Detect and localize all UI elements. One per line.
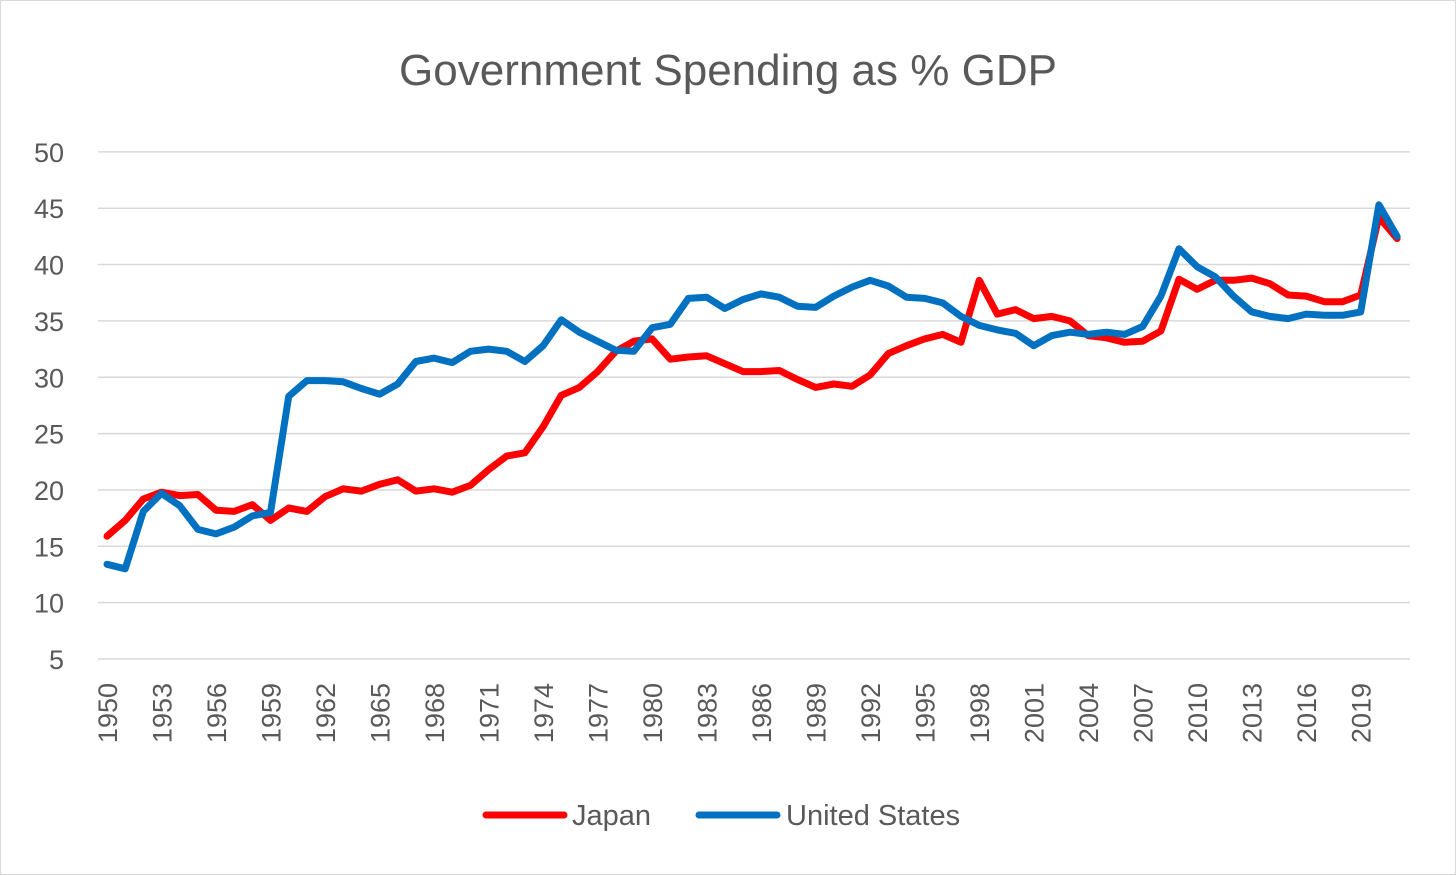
y-tick-label: 15 [34, 532, 64, 562]
x-tick-label: 1950 [93, 683, 123, 743]
x-tick-label: 2013 [1238, 683, 1268, 743]
series-line-japan [103, 213, 1401, 540]
y-tick-label: 40 [34, 251, 64, 281]
legend: Japan United States [482, 800, 960, 832]
series-lines [103, 201, 1401, 573]
y-tick-label: 45 [34, 194, 64, 224]
y-tick-label: 20 [34, 476, 64, 506]
y-tick-label: 30 [34, 363, 64, 393]
x-tick-label: 1980 [638, 683, 668, 743]
x-tick-label: 2019 [1347, 683, 1377, 743]
x-tick-label: 1986 [747, 683, 777, 743]
x-tick-label: 1971 [475, 683, 505, 743]
x-tick-label: 2001 [1020, 683, 1050, 743]
gridlines [98, 151, 1410, 660]
x-axis-ticks: 1950 1953 1956 1959 1962 1965 1968 1971 1974 1977… [93, 683, 1377, 743]
x-tick-label: 2010 [1183, 683, 1213, 743]
x-tick-label: 2007 [1129, 683, 1159, 743]
x-tick-label: 1953 [148, 683, 178, 743]
x-tick-label: 1992 [856, 683, 886, 743]
legend-label-japan: Japan [572, 800, 651, 832]
x-tick-label: 1983 [693, 683, 723, 743]
chart-title: Government Spending as % GDP [399, 46, 1057, 95]
y-tick-label: 10 [34, 589, 64, 619]
x-tick-label: 1956 [202, 683, 232, 743]
y-tick-label: 5 [49, 645, 64, 675]
y-tick-label: 35 [34, 307, 64, 337]
y-tick-label: 50 [34, 138, 64, 168]
x-tick-label: 1995 [911, 683, 941, 743]
legend-label-united-states: United States [786, 800, 960, 832]
x-tick-label: 1965 [366, 683, 396, 743]
x-tick-label: 1968 [420, 683, 450, 743]
x-tick-label: 1989 [802, 683, 832, 743]
x-tick-label: 1974 [529, 683, 559, 743]
x-tick-label: 2016 [1292, 683, 1322, 743]
series-line-united-states [103, 201, 1401, 573]
x-tick-label: 1959 [257, 683, 287, 743]
x-tick-label: 1998 [965, 683, 995, 743]
x-tick-label: 1977 [584, 683, 614, 743]
y-axis-ticks: 5 10 15 20 25 30 35 40 45 50 [34, 138, 64, 675]
y-tick-label: 25 [34, 420, 64, 450]
x-tick-label: 1962 [311, 683, 341, 743]
x-tick-label: 2004 [1074, 683, 1104, 743]
